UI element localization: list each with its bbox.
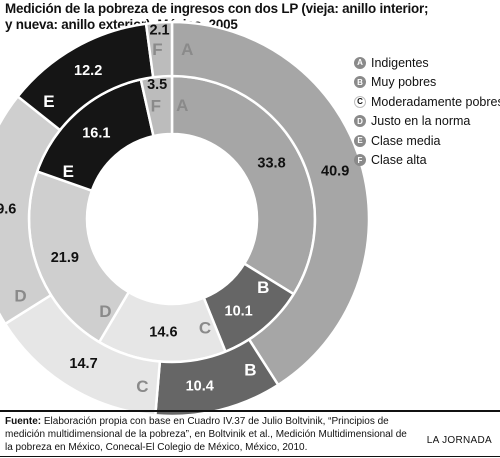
slice-letter: C	[199, 319, 211, 338]
source-label: Fuente:	[5, 416, 42, 427]
value-label: 16.1	[82, 126, 110, 142]
value-label: 14.6	[149, 325, 177, 341]
slice-letter: F	[152, 40, 162, 59]
slice-letter: A	[181, 40, 193, 59]
slice-letter: F	[151, 97, 161, 116]
value-label: 14.7	[69, 356, 97, 372]
legend-item-f: F Clase alta	[354, 151, 500, 171]
legend-badge: C	[354, 95, 366, 108]
bottom-rule	[0, 456, 500, 457]
outer-slice-f	[144, 20, 174, 79]
slice-letter: B	[244, 360, 256, 379]
value-label: 3.5	[147, 77, 167, 93]
legend-badge: F	[354, 154, 366, 167]
legend-badge: D	[354, 115, 366, 128]
value-label: 21.9	[51, 250, 79, 266]
legend-label: Justo en la norma	[371, 114, 471, 129]
slice-letter: C	[136, 377, 148, 396]
slice-letter: D	[14, 287, 26, 306]
footer-divider	[0, 410, 500, 412]
legend-badge: E	[354, 134, 366, 147]
slice-letter: A	[176, 96, 188, 115]
legend-badge: A	[354, 56, 366, 69]
value-label: 2.1	[149, 22, 169, 38]
value-label: 19.6	[0, 202, 16, 218]
legend-badge: B	[354, 76, 366, 89]
legend-label: Muy pobres	[371, 75, 437, 90]
value-label: 12.2	[74, 63, 102, 79]
legend-item-c: C Moderadamente pobres	[354, 92, 500, 112]
value-label: 33.8	[257, 155, 285, 171]
legend-label: Clase alta	[371, 153, 427, 168]
source-text: Elaboración propia con base en Cuadro IV…	[5, 416, 407, 453]
outer-slice-a	[170, 20, 371, 387]
legend-label: Clase media	[371, 133, 441, 148]
brand-credit: LA JORNADA	[426, 435, 492, 446]
slice-letter: B	[257, 278, 269, 297]
slice-letter: E	[63, 162, 74, 181]
value-label: 40.9	[321, 163, 349, 179]
legend-item-a: A Indigentes	[354, 53, 500, 73]
legend-label: Indigentes	[371, 55, 429, 70]
value-label: 10.1	[225, 303, 253, 319]
slice-letter: D	[99, 302, 111, 321]
slice-letter: E	[43, 92, 54, 111]
legend-item-e: E Clase media	[354, 131, 500, 151]
source-note: Fuente: Elaboración propia con base en C…	[5, 415, 415, 454]
legend-item-b: B Muy pobres	[354, 73, 500, 93]
legend: A Indigentes B Muy pobres C Moderadamente pob…	[354, 53, 500, 170]
legend-item-d: D Justo en la norma	[354, 112, 500, 132]
value-label: 10.4	[186, 379, 214, 395]
chart-title-line-1: Medición de la pobreza de ingresos con d…	[5, 1, 429, 16]
legend-label: Moderadamente pobres	[371, 94, 500, 109]
